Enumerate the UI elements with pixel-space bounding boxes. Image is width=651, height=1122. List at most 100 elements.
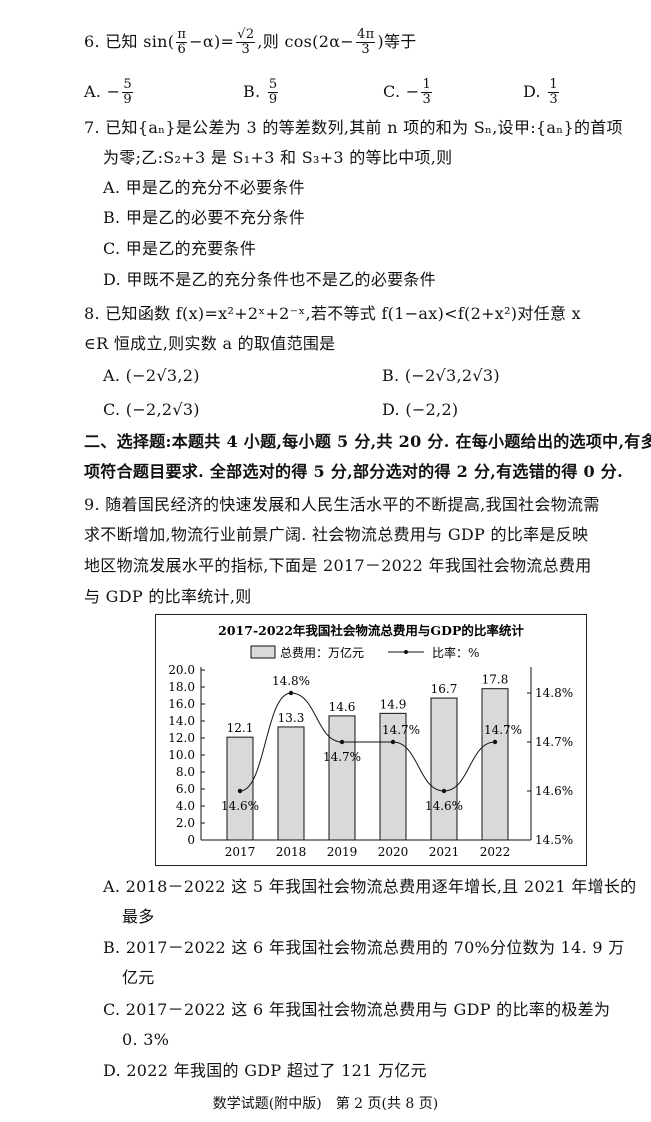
right-tick-label: 14.8% — [535, 686, 573, 700]
numerator: √2 — [236, 27, 256, 43]
fraction: √2 3 — [236, 27, 256, 57]
q9-line1: 9. 随着国民经济的快速发展和人民生活水平的不断提高,我国社会物流需 — [84, 495, 600, 514]
option-label: A. — [84, 82, 102, 101]
text: )等于 — [377, 32, 417, 51]
right-tick-label: 14.7% — [535, 735, 573, 749]
ratio-point — [492, 739, 498, 745]
q7-option-d: D. 甲既不是乙的充分条件也不是乙的必要条件 — [103, 270, 437, 289]
numerator: 1 — [421, 77, 433, 93]
ratio-label: 14.7% — [382, 723, 420, 737]
numerator: 5 — [267, 77, 279, 93]
text: −α)= — [189, 32, 235, 51]
bar-label: 17.8 — [482, 673, 509, 687]
bar — [481, 688, 509, 841]
x-tick-label: 2021 — [429, 845, 460, 859]
q7-option-a: A. 甲是乙的充分不必要条件 — [103, 178, 305, 197]
text: ,则 cos(2α− — [257, 32, 354, 51]
q9-line2: 求不断增加,物流行业前景广阔. 社会物流总费用与 GDP 的比率是反映 — [84, 525, 589, 544]
x-tick-label: 2018 — [276, 845, 307, 859]
denominator: 6 — [177, 42, 187, 57]
left-tick-label: 18.0 — [168, 680, 195, 694]
section2-line1: 二、选择题:本题共 4 小题,每小题 5 分,共 20 分. 在每小题给出的选项… — [84, 432, 651, 451]
q6-option-a: A. −5 9 — [84, 78, 135, 107]
q7-option-c: C. 甲是乙的充要条件 — [103, 239, 257, 258]
q9-option-a: A. 2018－2022 这 5 年我国社会物流总费用逐年增长,且 2021 年… — [103, 877, 637, 896]
denominator: 9 — [123, 92, 132, 107]
ratio-label: 14.7% — [484, 723, 522, 737]
ratio-point — [339, 739, 345, 745]
chart-title: 2017-2022年我国社会物流总费用与GDP的比率统计 — [218, 623, 524, 638]
denominator: 3 — [241, 42, 251, 57]
x-tick-label: 2022 — [480, 845, 511, 859]
right-tick-label: 14.6% — [535, 784, 573, 798]
numerator: 4π — [356, 27, 376, 43]
left-tick-label: 0 — [187, 833, 195, 847]
legend-line-marker — [404, 650, 408, 654]
q8-line1: 8. 已知函数 f(x)=x²+2ˣ+2⁻ˣ,若不等式 f(1−ax)<f(2+… — [84, 304, 581, 323]
q9-option-c: C. 2017－2022 这 6 年我国社会物流总费用与 GDP 的比率的极差为 — [103, 1000, 611, 1019]
q8-option-b: B. (−2√3,2√3) — [382, 366, 500, 385]
left-tick-label: 10.0 — [168, 748, 195, 762]
option-label: B. — [243, 82, 261, 101]
sign: − — [106, 82, 121, 101]
q8-option-d: D. (−2,2) — [382, 400, 459, 419]
text: 6. 已知 sin( — [84, 32, 175, 51]
left-tick-label: 2.0 — [176, 816, 195, 830]
x-tick-label: 2017 — [225, 845, 256, 859]
denominator: 3 — [422, 92, 432, 107]
left-tick-label: 16.0 — [168, 697, 195, 711]
q9-line4: 与 GDP 的比率统计,则 — [84, 587, 252, 606]
q6-option-c: C. −1 3 — [383, 78, 434, 107]
q9-option-a-cont: 最多 — [122, 907, 155, 926]
section2-line2: 项符合题目要求. 全部选对的得 5 分,部分选对的得 2 分,有选错的得 0 分… — [84, 462, 623, 481]
left-tick-label: 14.0 — [168, 714, 195, 728]
numerator: π — [176, 27, 188, 43]
numerator: 1 — [548, 77, 559, 93]
sign: − — [405, 82, 420, 101]
denominator: 3 — [549, 92, 558, 107]
option-label: D. — [523, 82, 541, 101]
q9-option-b: B. 2017－2022 这 6 年我国社会物流总费用的 70%分位数为 14.… — [103, 938, 625, 957]
ratio-label: 14.6% — [221, 799, 259, 813]
legend-bar-swatch — [250, 645, 276, 659]
left-tick-label: 20.0 — [168, 663, 195, 677]
ratio-line — [239, 692, 496, 792]
right-tick-label: 14.5% — [535, 833, 573, 847]
q7-line1: 7. 已知{aₙ}是公差为 3 的等差数列,其前 n 项的和为 Sₙ,设甲:{a… — [84, 118, 623, 137]
left-tick-label: 12.0 — [168, 731, 195, 745]
ratio-label: 14.8% — [272, 674, 310, 688]
q9-line3: 地区物流发展水平的指标,下面是 2017－2022 年我国社会物流总费用 — [84, 556, 592, 575]
bar — [430, 697, 458, 841]
bar — [226, 736, 254, 841]
denominator: 9 — [268, 92, 278, 107]
fraction: 4π 3 — [356, 27, 376, 57]
option-label: C. — [383, 82, 401, 101]
ratio-point — [288, 690, 294, 696]
q9-option-b-cont: 亿元 — [122, 968, 155, 987]
q8-option-c: C. (−2,2√3) — [103, 400, 200, 419]
bar-label: 14.6 — [329, 700, 356, 714]
left-tick-label: 6.0 — [176, 782, 195, 796]
bar-label: 13.3 — [278, 711, 305, 725]
denominator: 3 — [361, 42, 370, 57]
ratio-label: 14.6% — [425, 799, 463, 813]
q7-line2: 为零;乙:S₂+3 是 S₁+3 和 S₃+3 的等比中项,则 — [103, 148, 453, 167]
bar — [277, 726, 305, 841]
legend-line-label: 比率：% — [432, 645, 479, 660]
ratio-point — [237, 788, 243, 794]
bar-label: 12.1 — [227, 721, 254, 735]
numerator: 5 — [122, 77, 133, 93]
q9-option-d: D. 2022 年我国的 GDP 超过了 121 万亿元 — [103, 1061, 427, 1080]
x-tick-label: 2019 — [327, 845, 358, 859]
q8-option-a: A. (−2√3,2) — [103, 366, 200, 385]
bar — [328, 715, 356, 841]
bar-label: 14.9 — [380, 697, 407, 711]
ratio-label: 14.7% — [323, 750, 361, 764]
bar — [379, 712, 407, 841]
